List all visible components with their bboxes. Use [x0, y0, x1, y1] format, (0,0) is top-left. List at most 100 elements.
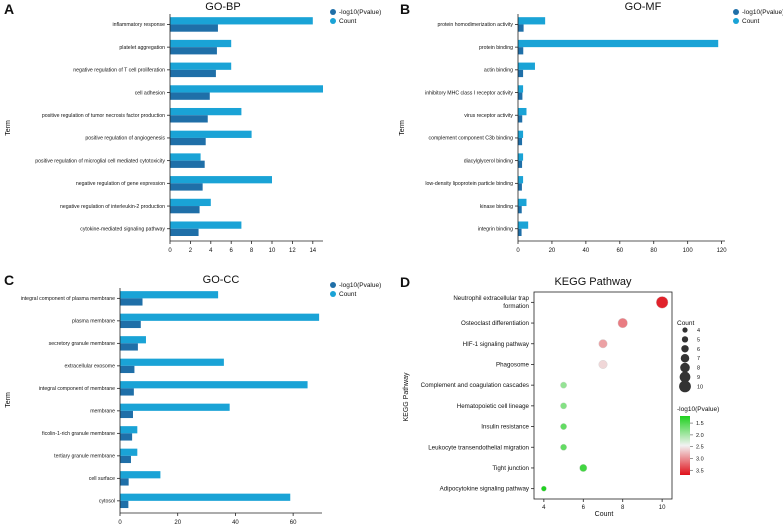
kegg-panel-letter: D [400, 274, 410, 290]
go-mf-bar-count [518, 17, 546, 25]
kegg-color-legend-label: 1.5 [696, 421, 704, 427]
go-mf-legend-label-count: Count [742, 18, 760, 25]
go-bp-bar-count [170, 221, 242, 229]
go-bp-bar-pvalue [170, 160, 205, 168]
go-mf-x-tick-label: 20 [549, 248, 556, 254]
go-bp-bar-count [170, 62, 232, 70]
kegg-size-legend-label: 4 [697, 328, 700, 334]
go-bp-y-tick-label: cell adhesion [135, 90, 165, 96]
go-mf-bar-count [518, 107, 527, 116]
go-cc-legend-label-pvalue: -log10(Pvalue) [339, 282, 381, 289]
go-mf-bar-pvalue [518, 183, 522, 191]
kegg-size-legend-label: 8 [697, 366, 700, 372]
go-bp-bar-pvalue [170, 206, 200, 214]
kegg-size-legend-label: 7 [697, 356, 700, 362]
kegg-title: KEGG Pathway [554, 276, 632, 288]
kegg-y-tick-label: Leukocyte transendothelial migration [428, 444, 529, 451]
go-mf-y-axis-label: Term [399, 120, 406, 136]
kegg-size-legend-label: 6 [697, 347, 700, 353]
go-mf-y-tick-label: virus receptor activity [464, 113, 513, 119]
kegg-bubble [560, 423, 567, 430]
go-bp-legend-label-pvalue: -log10(Pvalue) [339, 9, 381, 16]
go-mf-bar-count [518, 176, 524, 184]
go-mf-y-tick-label: protein binding [479, 45, 513, 51]
kegg-bubble [617, 318, 628, 329]
kegg-y-tick-label: Adipocytokine signaling pathway [440, 486, 530, 493]
kegg-x-axis-label: Count [595, 511, 614, 518]
go-mf-bar-pvalue [518, 47, 524, 55]
kegg-y-tick-label: Neutrophil extracellular trap formation [453, 295, 529, 310]
go-bp-y-tick-label: negative regulation of gene expression [76, 181, 165, 187]
go-bp-y-tick-label: positive regulation of tumor necrosis fa… [42, 113, 165, 119]
go-bp-legend-marker-count [330, 18, 336, 24]
go-cc-legend-marker-count [330, 291, 336, 297]
go-mf-bar-count [518, 39, 719, 48]
go-mf-y-tick-label: kinase binding [480, 204, 513, 210]
go-mf-bar-pvalue [518, 160, 523, 168]
go-cc-bar-pvalue [120, 500, 129, 509]
kegg-size-legend-marker [681, 345, 689, 353]
kegg-size-legend-marker [680, 353, 690, 363]
go-bp-legend-label-count: Count [339, 18, 357, 25]
go-mf-x-tick-label: 80 [650, 248, 657, 254]
go-cc-bar-count [120, 471, 161, 479]
go-cc-x-tick-label: 40 [232, 520, 239, 525]
go-bp-bar-count [170, 198, 211, 207]
go-cc-y-tick-label: plasma membrane [72, 319, 115, 325]
kegg-bubble [560, 381, 567, 389]
go-mf-legend-label-pvalue: -log10(Pvalue) [742, 9, 783, 16]
kegg-bubble [560, 443, 567, 451]
go-bp-bar-count [170, 39, 232, 48]
kegg-x-tick-label: 8 [621, 505, 625, 511]
kegg-x-tick-label: 6 [582, 505, 586, 511]
go-mf-x-tick-label: 40 [583, 248, 590, 254]
go-cc-legend-marker-pvalue [330, 282, 336, 288]
go-cc-y-tick-label: integral component of membrane [39, 386, 115, 392]
kegg-bubble [579, 464, 588, 472]
go-bp-y-axis-label: Term [5, 120, 12, 136]
go-cc-x-tick-label: 20 [174, 520, 181, 525]
kegg-y-tick-label: Osteoclast differentiation [461, 320, 530, 327]
go-mf-y-tick-label: inhibitory MHC class I receptor activity [425, 90, 513, 96]
go-mf-bar-pvalue [518, 228, 522, 237]
go-bp-panel-letter: A [4, 1, 14, 17]
go-mf-legend-marker-pvalue [733, 9, 739, 15]
go-mf-y-tick-label: actin binding [484, 68, 513, 74]
kegg-y-axis-label: KEGG Pathway [403, 372, 410, 422]
go-mf-bar-count [518, 85, 524, 93]
kegg-size-legend-marker [679, 380, 691, 393]
go-cc-x-tick-label: 60 [290, 520, 297, 525]
go-mf-bar-count [518, 198, 527, 207]
go-cc-bar-count [120, 381, 308, 389]
kegg-size-legend-marker [681, 336, 689, 343]
go-cc-bar-pvalue [120, 388, 134, 396]
go-mf-bar-pvalue [518, 92, 523, 100]
go-bp-x-tick-label: 8 [250, 248, 254, 254]
go-bp-bar-count [170, 130, 252, 138]
go-bp-y-tick-label: positive regulation of angiogenesis [85, 136, 165, 142]
go-cc-y-tick-label: integral component of plasma membrane [21, 296, 115, 302]
go-cc-legend-label-count: Count [339, 291, 357, 298]
kegg-y-tick-label: HIF-1 signaling pathway [463, 341, 530, 348]
kegg-size-legend-marker [680, 362, 690, 373]
kegg-y-tick-label: Tight junction [492, 465, 529, 472]
go-cc-y-tick-label: extracellular exosome [65, 364, 116, 370]
go-bp-y-tick-label: cytokine-mediated signaling pathway [80, 227, 165, 233]
go-bp-x-tick-label: 12 [289, 248, 296, 254]
go-bp-bar-pvalue [170, 24, 218, 32]
go-cc-y-tick-label: ficolin-1-rich granule membrane [42, 431, 115, 437]
go-bp-y-tick-label: inflammatory response [113, 22, 166, 28]
go-mf-y-tick-label: complement component C3b binding [429, 136, 514, 142]
kegg-y-tick-label: Phagosome [496, 361, 530, 368]
kegg-bubble [541, 485, 547, 492]
go-mf-bar-count [518, 130, 524, 138]
go-cc-bar-pvalue [120, 455, 131, 464]
kegg-plot-frame [533, 291, 673, 500]
go-mf-y-tick-label: protein homodimerization activity [437, 22, 513, 28]
go-bp-y-tick-label: negative regulation of interleukin-2 pro… [60, 204, 165, 210]
go-bp-x-tick-label: 10 [269, 248, 276, 254]
kegg-x-tick-label: 4 [542, 505, 546, 511]
go-mf-bar-count [518, 221, 529, 229]
go-bp-bar-count [170, 17, 313, 25]
go-bp-bar-pvalue [170, 69, 216, 78]
